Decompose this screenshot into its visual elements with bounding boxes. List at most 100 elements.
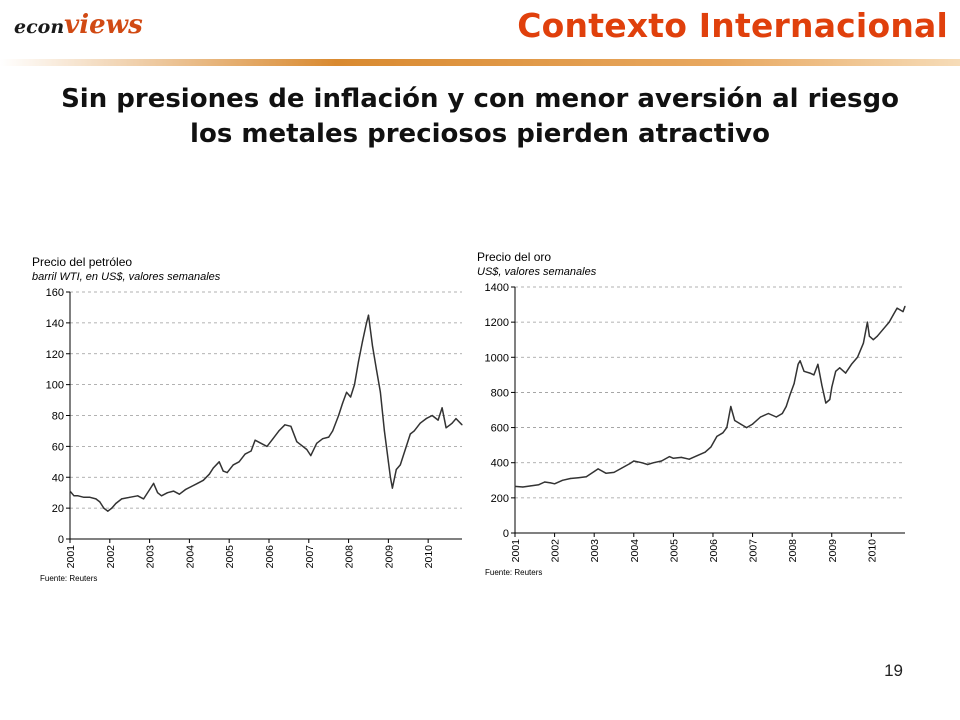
x-tick-label: 2007 xyxy=(304,545,316,569)
data-point xyxy=(726,427,728,429)
data-point xyxy=(238,461,240,463)
x-tick-label: 2009 xyxy=(827,539,839,563)
logo-text-econ: econ xyxy=(14,16,65,38)
data-point xyxy=(633,460,635,462)
x-tick-label: 2001 xyxy=(510,539,522,563)
data-point xyxy=(137,495,139,497)
data-point xyxy=(451,422,453,424)
x-tick-label: 2004 xyxy=(629,539,641,563)
chart-subtitle: barril WTI, en US$, valores semanales xyxy=(32,271,221,283)
data-point xyxy=(129,496,131,498)
data-point xyxy=(99,501,101,503)
data-point xyxy=(157,492,159,494)
data-point xyxy=(850,363,853,365)
data-point xyxy=(647,463,649,466)
slide-headline: Sin presiones de inflación y con menor a… xyxy=(0,82,960,152)
y-tick-label: 1200 xyxy=(485,317,509,329)
data-point xyxy=(835,370,837,372)
data-point xyxy=(530,485,532,487)
data-point xyxy=(346,391,348,393)
section-title: Contexto Internacional xyxy=(517,6,948,45)
data-point xyxy=(461,424,463,426)
data-point xyxy=(896,307,898,309)
logo-text-views: views xyxy=(64,10,143,40)
data-point xyxy=(629,463,631,465)
data-point xyxy=(328,436,330,438)
data-point xyxy=(383,430,385,432)
data-point xyxy=(143,498,145,500)
x-tick-label: 2010 xyxy=(866,539,878,563)
data-point xyxy=(371,345,374,347)
data-point xyxy=(597,468,599,470)
data-point xyxy=(825,402,827,404)
econviews-logo: econviews xyxy=(14,10,143,40)
chart-title: Precio del petróleo xyxy=(32,255,132,269)
data-point xyxy=(704,451,706,453)
data-point xyxy=(107,510,109,512)
data-point xyxy=(338,414,340,417)
y-tick-label: 120 xyxy=(46,349,64,361)
data-point xyxy=(212,467,214,469)
data-point xyxy=(544,481,546,483)
data-point xyxy=(115,502,117,505)
data-point xyxy=(668,456,670,458)
x-tick-label: 2002 xyxy=(105,545,117,569)
data-point xyxy=(310,455,312,457)
data-point xyxy=(577,477,579,479)
data-point xyxy=(89,496,91,498)
data-point xyxy=(831,386,833,388)
data-point xyxy=(797,363,799,365)
data-point xyxy=(254,439,256,441)
data-point xyxy=(272,438,274,440)
data-point xyxy=(813,374,815,376)
data-point xyxy=(789,393,791,395)
data-point xyxy=(184,489,186,491)
data-point xyxy=(218,461,220,463)
data-point xyxy=(445,427,447,429)
chart-subtitle: US$, valores semanales xyxy=(477,266,597,278)
y-tick-label: 800 xyxy=(491,387,509,399)
data-point xyxy=(902,311,904,313)
data-point xyxy=(803,370,805,372)
data-point xyxy=(350,396,352,398)
data-point xyxy=(172,490,175,492)
data-point xyxy=(208,473,210,475)
data-point xyxy=(441,407,443,409)
x-tick-label: 2003 xyxy=(589,539,601,563)
data-point xyxy=(111,507,113,509)
data-point xyxy=(522,486,524,488)
data-point xyxy=(866,321,868,323)
data-point xyxy=(817,363,819,365)
data-point xyxy=(153,482,155,484)
data-point xyxy=(621,467,623,469)
data-point xyxy=(425,418,427,420)
x-tick-label: 2002 xyxy=(550,539,562,563)
x-tick-label: 2007 xyxy=(748,539,760,563)
data-point xyxy=(740,423,742,425)
data-point xyxy=(752,423,754,425)
data-point xyxy=(585,476,587,478)
x-tick-label: 2005 xyxy=(224,545,236,569)
x-tick-label: 2001 xyxy=(65,545,77,569)
chart-source: Fuente: Reuters xyxy=(40,574,97,583)
data-point xyxy=(95,498,97,500)
header-divider xyxy=(0,59,960,66)
data-point xyxy=(399,464,401,466)
headline-line-2: los metales preciosos pierden atractivo xyxy=(190,119,770,149)
y-tick-label: 1400 xyxy=(485,282,509,294)
data-point xyxy=(73,495,75,497)
data-point xyxy=(904,305,906,307)
data-point xyxy=(892,314,894,316)
data-point xyxy=(653,462,655,464)
data-point xyxy=(793,383,795,385)
y-tick-label: 0 xyxy=(503,528,509,540)
data-point xyxy=(839,367,841,369)
y-tick-label: 80 xyxy=(52,411,64,423)
data-point xyxy=(862,342,864,344)
data-point xyxy=(593,470,595,473)
data-point xyxy=(845,372,847,374)
oil-price-chart: Precio del petróleo barril WTI, en US$, v… xyxy=(32,255,463,583)
data-point xyxy=(226,472,228,474)
data-point xyxy=(605,472,607,474)
